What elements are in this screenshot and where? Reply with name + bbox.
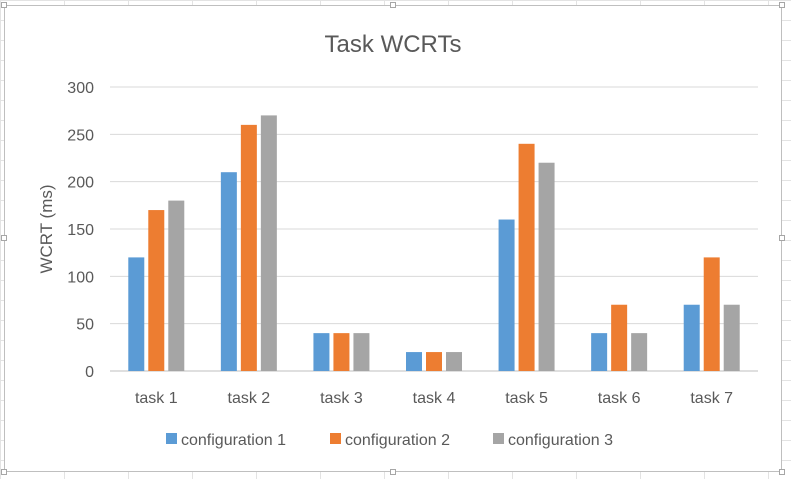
- resize-handle-bottom-right[interactable]: [779, 469, 785, 475]
- resize-handle-middle-left[interactable]: [1, 235, 7, 241]
- bar[interactable]: [406, 352, 422, 371]
- bar[interactable]: [260, 115, 277, 372]
- resize-handle-top-left[interactable]: [1, 2, 7, 8]
- bar[interactable]: [148, 210, 165, 371]
- chart-object[interactable]: [4, 5, 782, 472]
- y-tick-label: 300: [67, 80, 94, 97]
- x-tick-label: task 3: [320, 390, 363, 407]
- bar[interactable]: [703, 257, 720, 371]
- y-tick-label: 0: [85, 364, 94, 381]
- bars: [128, 115, 740, 372]
- x-tick-label: task 6: [598, 390, 641, 407]
- bar[interactable]: [631, 333, 648, 371]
- bar[interactable]: [168, 200, 185, 371]
- bar[interactable]: [518, 143, 535, 371]
- x-tick-label: task 2: [228, 390, 271, 407]
- bar[interactable]: [611, 304, 628, 371]
- legend-label: configuration 3: [508, 432, 613, 449]
- x-tick-labels: task 1 task 2 task 3 task 4 task 5 task 6 task…: [135, 390, 733, 407]
- legend-label: configuration 1: [181, 432, 286, 449]
- y-axis-label: WCRT (ms): [37, 184, 56, 273]
- y-tick-label: 150: [67, 222, 94, 239]
- chart-title: Task WCRTs: [325, 31, 462, 58]
- bar[interactable]: [538, 162, 555, 371]
- bar[interactable]: [353, 333, 370, 371]
- y-tick-label: 250: [67, 127, 94, 144]
- legend-swatch: [166, 433, 177, 444]
- bar[interactable]: [723, 304, 740, 371]
- bar[interactable]: [426, 352, 442, 371]
- legend-swatch: [330, 433, 341, 444]
- bar[interactable]: [313, 333, 330, 371]
- x-tick-label: task 5: [505, 390, 548, 407]
- bar[interactable]: [683, 304, 700, 371]
- bar[interactable]: [498, 219, 515, 371]
- gridlines: [110, 86, 758, 372]
- resize-handle-bottom-left[interactable]: [1, 469, 7, 475]
- x-tick-label: task 7: [690, 390, 733, 407]
- y-tick-label: 200: [67, 175, 94, 192]
- legend: configuration 1 configuration 2 configurat…: [166, 432, 613, 449]
- y-tick-label: 100: [67, 269, 94, 286]
- resize-handle-bottom-center[interactable]: [390, 469, 396, 475]
- legend-label: configuration 2: [345, 432, 450, 449]
- resize-handle-top-center[interactable]: [390, 2, 396, 8]
- bar[interactable]: [333, 333, 350, 371]
- bar[interactable]: [128, 257, 145, 371]
- bar[interactable]: [446, 352, 462, 371]
- y-tick-labels: 0 50 100 150 200 250 300: [67, 80, 94, 381]
- bar[interactable]: [220, 172, 237, 371]
- resize-handle-middle-right[interactable]: [779, 235, 785, 241]
- resize-handle-top-right[interactable]: [779, 2, 785, 8]
- x-tick-label: task 4: [413, 390, 456, 407]
- bar[interactable]: [591, 333, 608, 371]
- legend-swatch: [493, 433, 504, 444]
- x-tick-label: task 1: [135, 390, 178, 407]
- y-tick-label: 50: [76, 317, 94, 334]
- bar[interactable]: [240, 124, 257, 371]
